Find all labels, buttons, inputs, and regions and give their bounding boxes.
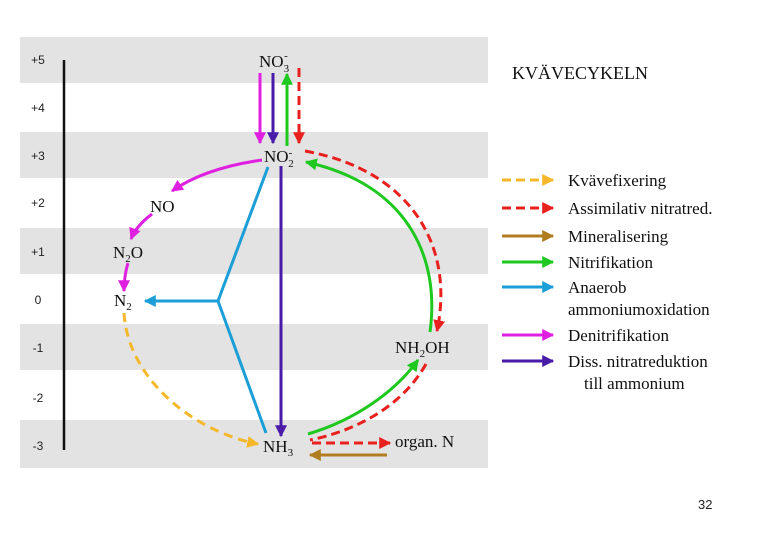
arrow-denitrification-no2-no xyxy=(171,158,263,193)
species-no3: NO3- xyxy=(259,50,290,75)
level-label: -3 xyxy=(33,439,44,453)
process-arrows xyxy=(118,68,446,461)
band-plus1 xyxy=(20,228,488,274)
legend-item-nitrifikation: Nitrifikation xyxy=(502,253,653,272)
legend-label: Nitrifikation xyxy=(568,253,653,272)
page-number: 32 xyxy=(698,497,713,512)
legend-label: Anaerob xyxy=(568,278,627,297)
species-n2o: N2O xyxy=(113,243,143,265)
level-label: +4 xyxy=(31,101,45,115)
arrow-denitrification-no-n2o xyxy=(129,212,153,241)
arrow-nitrification-nh3-nh2oh xyxy=(307,359,420,436)
level-label: +3 xyxy=(31,149,45,163)
line-anammox-no2 xyxy=(216,166,270,302)
legend: Kvävefixering Assimilativ nitratred. Min… xyxy=(502,171,712,393)
level-label: +2 xyxy=(31,196,45,210)
diagram-title: KVÄVECYKELN xyxy=(512,63,648,83)
species-n2: N2 xyxy=(114,291,132,313)
legend-label: Diss. nitratreduktion xyxy=(568,352,708,371)
arrow-nitrification-nh2oh-no2 xyxy=(304,158,434,333)
legend-item-mineralisering: Mineralisering xyxy=(502,227,669,246)
legend-label-line2: till ammonium xyxy=(584,374,685,393)
level-label: -1 xyxy=(33,341,44,355)
species-nh2oh: NH2OH xyxy=(395,338,450,360)
level-label: +1 xyxy=(31,245,45,259)
legend-label-line2: ammoniumoxidation xyxy=(568,300,710,319)
legend-item-anammox: Anaerob ammoniumoxidation xyxy=(502,278,710,319)
legend-label: Denitrifikation xyxy=(568,326,670,345)
line-assimilative-nh2oh-nh3 xyxy=(309,363,428,442)
species-labels: NO3- NO-2 NO N2O N2 NH2OH NH3 organ. N xyxy=(113,50,454,459)
legend-item-kvavefixering: Kvävefixering xyxy=(502,171,667,190)
species-no2: NO-2 xyxy=(264,147,294,170)
legend-label: Kvävefixering xyxy=(568,171,667,190)
species-nh3: NH3 xyxy=(263,437,294,459)
legend-item-dnra: Diss. nitratreduktion till ammonium xyxy=(502,352,708,393)
legend-item-assimilativ: Assimilativ nitratred. xyxy=(502,199,712,218)
arrow-denitrification-n2o-n2 xyxy=(118,262,131,293)
legend-item-denitrifikation: Denitrifikation xyxy=(502,326,670,345)
band-plus5 xyxy=(20,37,488,83)
arrow-assimilative-no2-nh2oh xyxy=(304,149,446,333)
level-label: +5 xyxy=(31,53,45,67)
species-organ-n: organ. N xyxy=(395,432,454,451)
species-no: NO xyxy=(150,197,175,216)
level-label: 0 xyxy=(35,293,42,307)
legend-label: Mineralisering xyxy=(568,227,669,246)
oxidation-levels: +5 +4 +3 +2 +1 0 -1 -2 -3 xyxy=(31,53,45,453)
level-label: -2 xyxy=(33,391,44,405)
legend-label: Assimilativ nitratred. xyxy=(568,199,712,218)
band-plus3 xyxy=(20,132,488,178)
line-anammox-nh3 xyxy=(216,300,268,434)
